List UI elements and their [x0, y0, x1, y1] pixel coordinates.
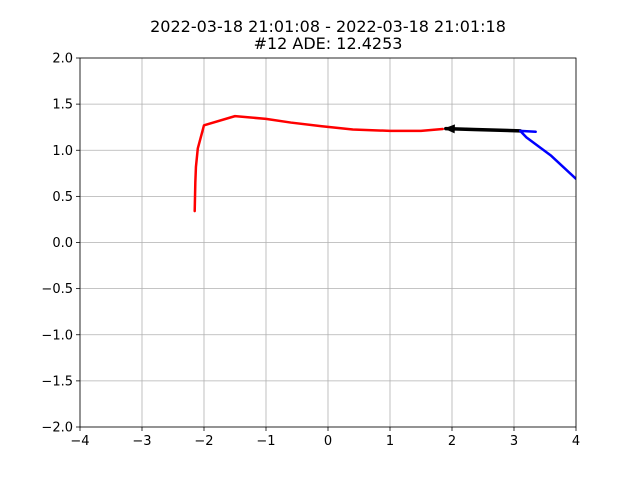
tick-layer: −4 −3 −2 −1 0 1 2 3 4 −2.0 −1.5 −1.0 −0.5 0.0 0.5 1.0 1.… [41, 52, 580, 450]
x-tick-label: −3 [132, 434, 151, 449]
y-tick-label: −1.5 [41, 374, 73, 389]
x-tick-label: 4 [572, 434, 580, 449]
y-tick-label: 2.0 [52, 52, 73, 67]
x-tick-label: −1 [256, 434, 275, 449]
series-line-2 [444, 126, 522, 133]
chart-subtitle: #12 ADE: 12.4253 [254, 34, 403, 53]
chart-title: 2022-03-18 21:01:08 - 2022-03-18 21:01:1… [150, 17, 506, 36]
y-tick-label: −1.0 [41, 328, 73, 343]
series-line-1 [193, 114, 444, 213]
x-tick-label: 3 [510, 434, 518, 449]
x-tick-label: 1 [386, 434, 394, 449]
series-layer [193, 114, 576, 213]
x-tick-label: −4 [70, 434, 89, 449]
y-tick-label: −2.0 [41, 421, 73, 436]
arrow-head [443, 124, 455, 134]
y-tick-label: 0.5 [52, 190, 73, 205]
y-tick-label: 1.0 [52, 144, 73, 159]
series-line-3 [518, 129, 576, 181]
y-tick-label: 1.5 [52, 98, 73, 113]
x-tick-label: 0 [324, 434, 332, 449]
x-tick-label: −2 [194, 434, 213, 449]
y-tick-label: −0.5 [41, 282, 73, 297]
x-tick-label: 2 [448, 434, 456, 449]
y-tick-label: 0.0 [52, 236, 73, 251]
